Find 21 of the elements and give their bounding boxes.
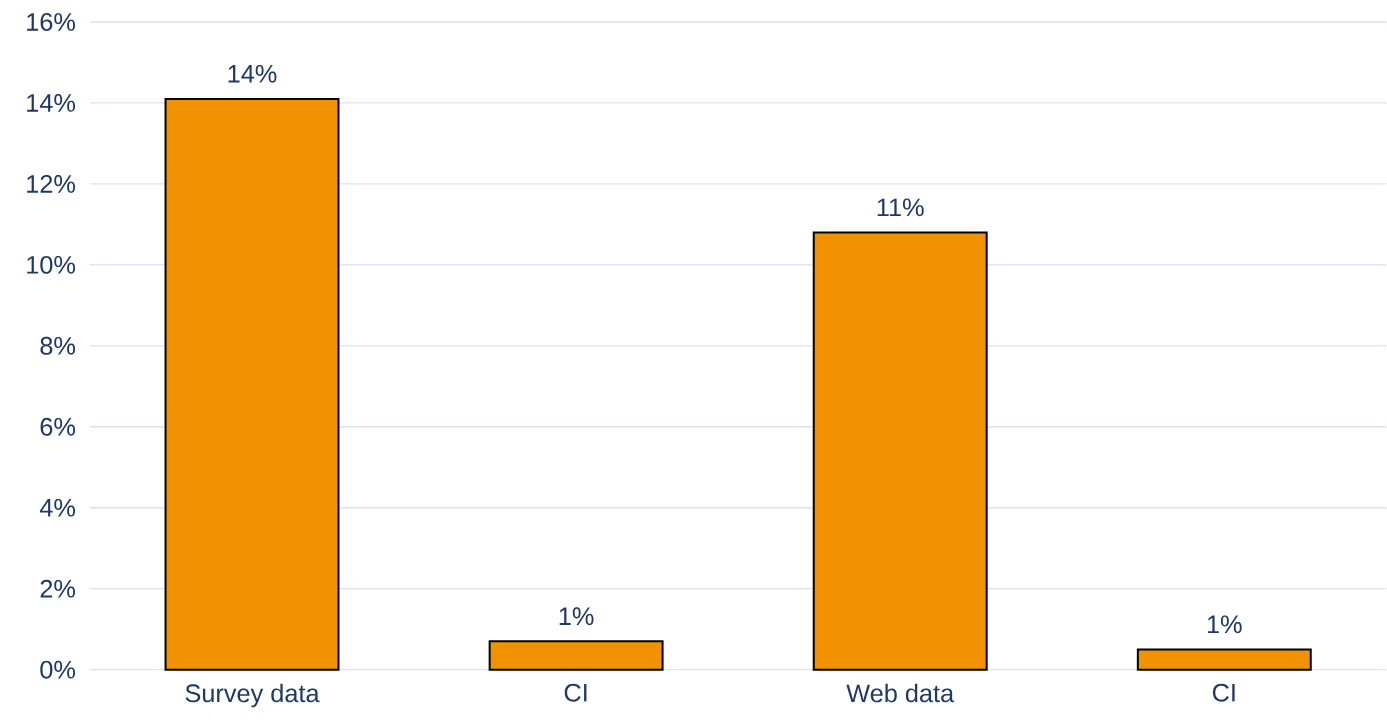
y-tick-label: 4% (39, 499, 76, 517)
x-tick-label: Web data (846, 683, 955, 703)
y-tick-label: 16% (27, 13, 76, 32)
data-label: 1% (559, 607, 594, 626)
y-tick-label: 8% (40, 337, 76, 355)
y-tick-label: 10% (27, 256, 76, 274)
y-tick-label: 0% (40, 660, 76, 679)
x-tick-label: CI (564, 683, 587, 702)
x-tick-label: CI (1212, 683, 1235, 702)
y-tick-label: 2% (40, 579, 76, 598)
bar (164, 98, 340, 671)
bar (488, 640, 664, 671)
y-tick-label: 14% (27, 94, 76, 112)
y-tick-label: 6% (40, 417, 76, 436)
data-label: 14% (228, 65, 277, 83)
bar (1136, 648, 1312, 671)
bar (812, 231, 988, 671)
y-tick-label: 12% (27, 175, 76, 193)
data-label: 11% (877, 198, 924, 217)
data-label: 1% (1207, 615, 1242, 634)
x-tick-label: Survey data (185, 683, 320, 708)
